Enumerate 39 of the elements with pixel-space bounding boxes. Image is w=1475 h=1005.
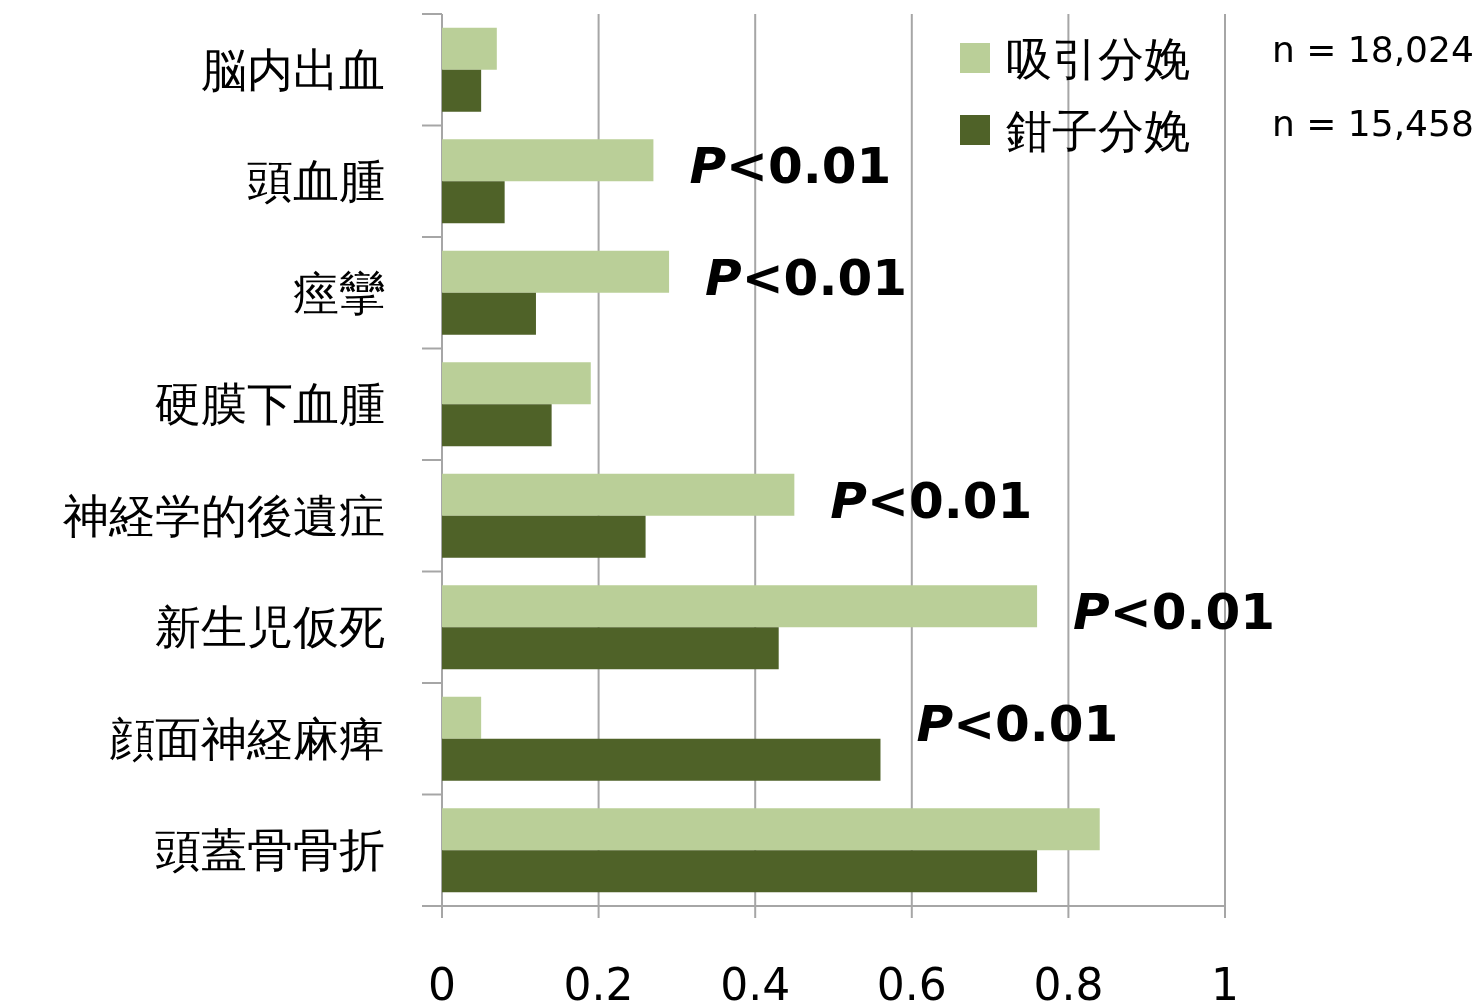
bar <box>442 139 654 182</box>
bar <box>442 515 646 558</box>
bar <box>442 850 1038 893</box>
bar <box>442 473 795 516</box>
bar <box>442 585 1038 628</box>
annotation: P<0.01 <box>1073 583 1275 642</box>
bar <box>442 362 591 405</box>
bar <box>442 627 779 670</box>
x-tick-label: 0.2 <box>563 959 634 1005</box>
annotation: P<0.01 <box>689 137 892 196</box>
y-tick-label: 頭蓋骨骨折 <box>155 823 385 878</box>
y-tick-label: 神経学的後遺症 <box>63 488 385 543</box>
annotation: P<0.01 <box>916 694 1119 753</box>
x-tick-label: 1 <box>1211 959 1239 1005</box>
y-tick-label: 頭血腫 <box>247 154 385 209</box>
x-tick-label: 0 <box>428 959 456 1005</box>
x-tick-label: 0.6 <box>876 959 947 1005</box>
annotation: P<0.01 <box>705 248 907 307</box>
legend-label: 吸引分娩 <box>1006 32 1190 86</box>
bar <box>442 808 1100 851</box>
y-tick-label: 新生児仮死 <box>155 600 385 655</box>
text: n = 18,024 <box>1272 29 1474 70</box>
bar <box>442 250 670 293</box>
y-tick-label: 硬膜下血腫 <box>155 377 385 432</box>
y-tick-label: 痙攣 <box>293 265 385 320</box>
bar <box>442 69 482 112</box>
bar <box>442 738 881 781</box>
bar <box>442 696 482 739</box>
y-tick-label: 顔面神経麻痺 <box>109 711 385 766</box>
bar <box>442 404 552 447</box>
bar <box>442 292 536 335</box>
bar <box>442 27 497 70</box>
y-tick-label: 脳内出血 <box>201 42 385 97</box>
legend-label: 鉗子分娩 <box>1006 104 1190 158</box>
text: n = 15,458 <box>1272 103 1474 144</box>
x-tick-label: 0.8 <box>1033 959 1104 1005</box>
x-tick-label: 0.4 <box>720 959 791 1005</box>
bar <box>442 181 505 224</box>
annotation: P<0.01 <box>830 471 1033 530</box>
